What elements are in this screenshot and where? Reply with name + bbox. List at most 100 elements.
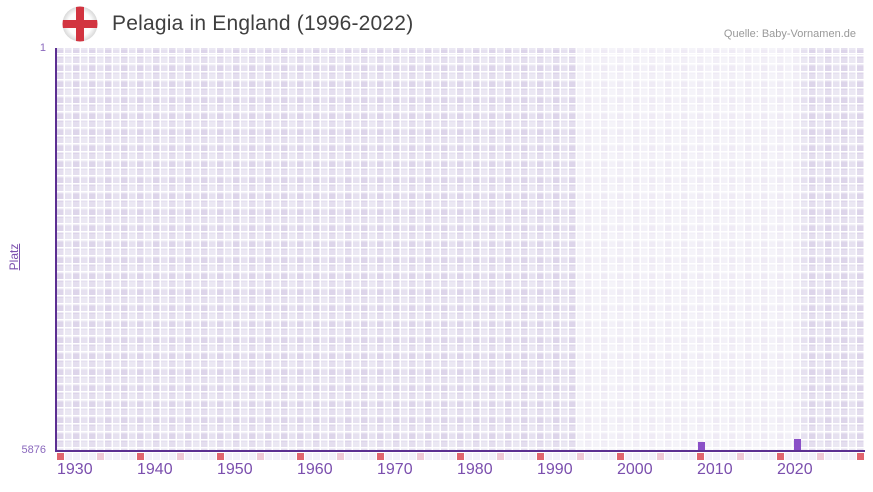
strip-cell [193, 453, 200, 460]
strip-cell [529, 453, 536, 460]
strip-cell [369, 453, 376, 460]
strip-cell [593, 453, 600, 460]
strip-cell [89, 453, 96, 460]
strip-cell [249, 453, 256, 460]
strip-cell [489, 453, 496, 460]
x-axis-label-2010: 2010 [697, 461, 733, 478]
source-attribution: Quelle: Baby-Vornamen.de [723, 28, 856, 40]
x-axis-label-1980: 1980 [457, 461, 493, 478]
strip-cell [209, 453, 216, 460]
strip-half-decade-mark-1955 [257, 453, 264, 460]
strip-decade-mark-2020 [777, 453, 784, 460]
strip-cell [73, 453, 80, 460]
strip-cell [681, 453, 688, 460]
strip-cell [601, 453, 608, 460]
strip-cell [433, 453, 440, 460]
strip-half-decade-mark-2015 [737, 453, 744, 460]
strip-decade-mark-1950 [217, 453, 224, 460]
strip-cell [465, 453, 472, 460]
strip-cell [625, 453, 632, 460]
strip-cell [553, 453, 560, 460]
strip-cell [321, 453, 328, 460]
x-axis-label-1950: 1950 [217, 461, 253, 478]
strip-cell [289, 453, 296, 460]
england-flag-icon [62, 6, 98, 42]
strip-cell [185, 453, 192, 460]
strip-cell [809, 453, 816, 460]
rank-bar-2022[interactable] [794, 439, 801, 450]
strip-cell [785, 453, 792, 460]
strip-cell [769, 453, 776, 460]
strip-cell [545, 453, 552, 460]
strip-cell [849, 453, 856, 460]
strip-cell [65, 453, 72, 460]
strip-cell [233, 453, 240, 460]
strip-cell [825, 453, 832, 460]
strip-cell [569, 453, 576, 460]
strip-cell [761, 453, 768, 460]
strip-cell [169, 453, 176, 460]
strip-cell [481, 453, 488, 460]
timeline-strip [57, 453, 865, 461]
strip-cell [641, 453, 648, 460]
strip-cell [513, 453, 520, 460]
strip-cell [105, 453, 112, 460]
strip-decade-mark-2010 [697, 453, 704, 460]
strip-cell [281, 453, 288, 460]
strip-cell [561, 453, 568, 460]
plot-area [55, 48, 865, 452]
strip-cell [801, 453, 808, 460]
y-axis-title-link[interactable]: Platz [7, 243, 21, 271]
strip-half-decade-mark-1995 [577, 453, 584, 460]
strip-cell [745, 453, 752, 460]
strip-cell [729, 453, 736, 460]
strip-half-decade-mark-1975 [417, 453, 424, 460]
strip-cell [833, 453, 840, 460]
strip-decade-mark-1990 [537, 453, 544, 460]
strip-cell [473, 453, 480, 460]
strip-cell [313, 453, 320, 460]
strip-cell [401, 453, 408, 460]
y-axis-tick-bottom: 5876 [21, 444, 46, 456]
strip-cell [713, 453, 720, 460]
strip-cell [649, 453, 656, 460]
strip-cell [665, 453, 672, 460]
strip-cell [425, 453, 432, 460]
strip-decade-mark-2000 [617, 453, 624, 460]
strip-decade-mark-1970 [377, 453, 384, 460]
strip-decade-mark-2030 [857, 453, 864, 460]
strip-cell [129, 453, 136, 460]
strip-half-decade-mark-1985 [497, 453, 504, 460]
rank-bar-2010[interactable] [698, 442, 705, 450]
x-axis-label-1970: 1970 [377, 461, 413, 478]
strip-cell [521, 453, 528, 460]
strip-cell [145, 453, 152, 460]
strip-cell [201, 453, 208, 460]
strip-decade-mark-1930 [57, 453, 64, 460]
strip-cell [721, 453, 728, 460]
strip-cell [329, 453, 336, 460]
strip-cell [585, 453, 592, 460]
strip-cell [705, 453, 712, 460]
strip-cell [689, 453, 696, 460]
x-axis-label-2000: 2000 [617, 461, 653, 478]
strip-cell [633, 453, 640, 460]
strip-cell [361, 453, 368, 460]
x-axis-labels: 1930 1940 1950 1960 1970 1980 1990 2000 2010 2020 [57, 461, 865, 481]
strip-decade-mark-1940 [137, 453, 144, 460]
strip-cell [449, 453, 456, 460]
strip-half-decade-mark-1965 [337, 453, 344, 460]
x-axis-label-1930: 1930 [57, 461, 93, 478]
strip-cell [345, 453, 352, 460]
strip-cell [385, 453, 392, 460]
strip-cell [793, 453, 800, 460]
page-title: Pelagia in England (1996-2022) [112, 12, 414, 35]
strip-cell [505, 453, 512, 460]
strip-half-decade-mark-1945 [177, 453, 184, 460]
strip-half-decade-mark-1935 [97, 453, 104, 460]
strip-cell [121, 453, 128, 460]
strip-cell [353, 453, 360, 460]
strip-cell [265, 453, 272, 460]
data-period-highlight-band [577, 48, 801, 450]
x-axis-label-1960: 1960 [297, 461, 333, 478]
